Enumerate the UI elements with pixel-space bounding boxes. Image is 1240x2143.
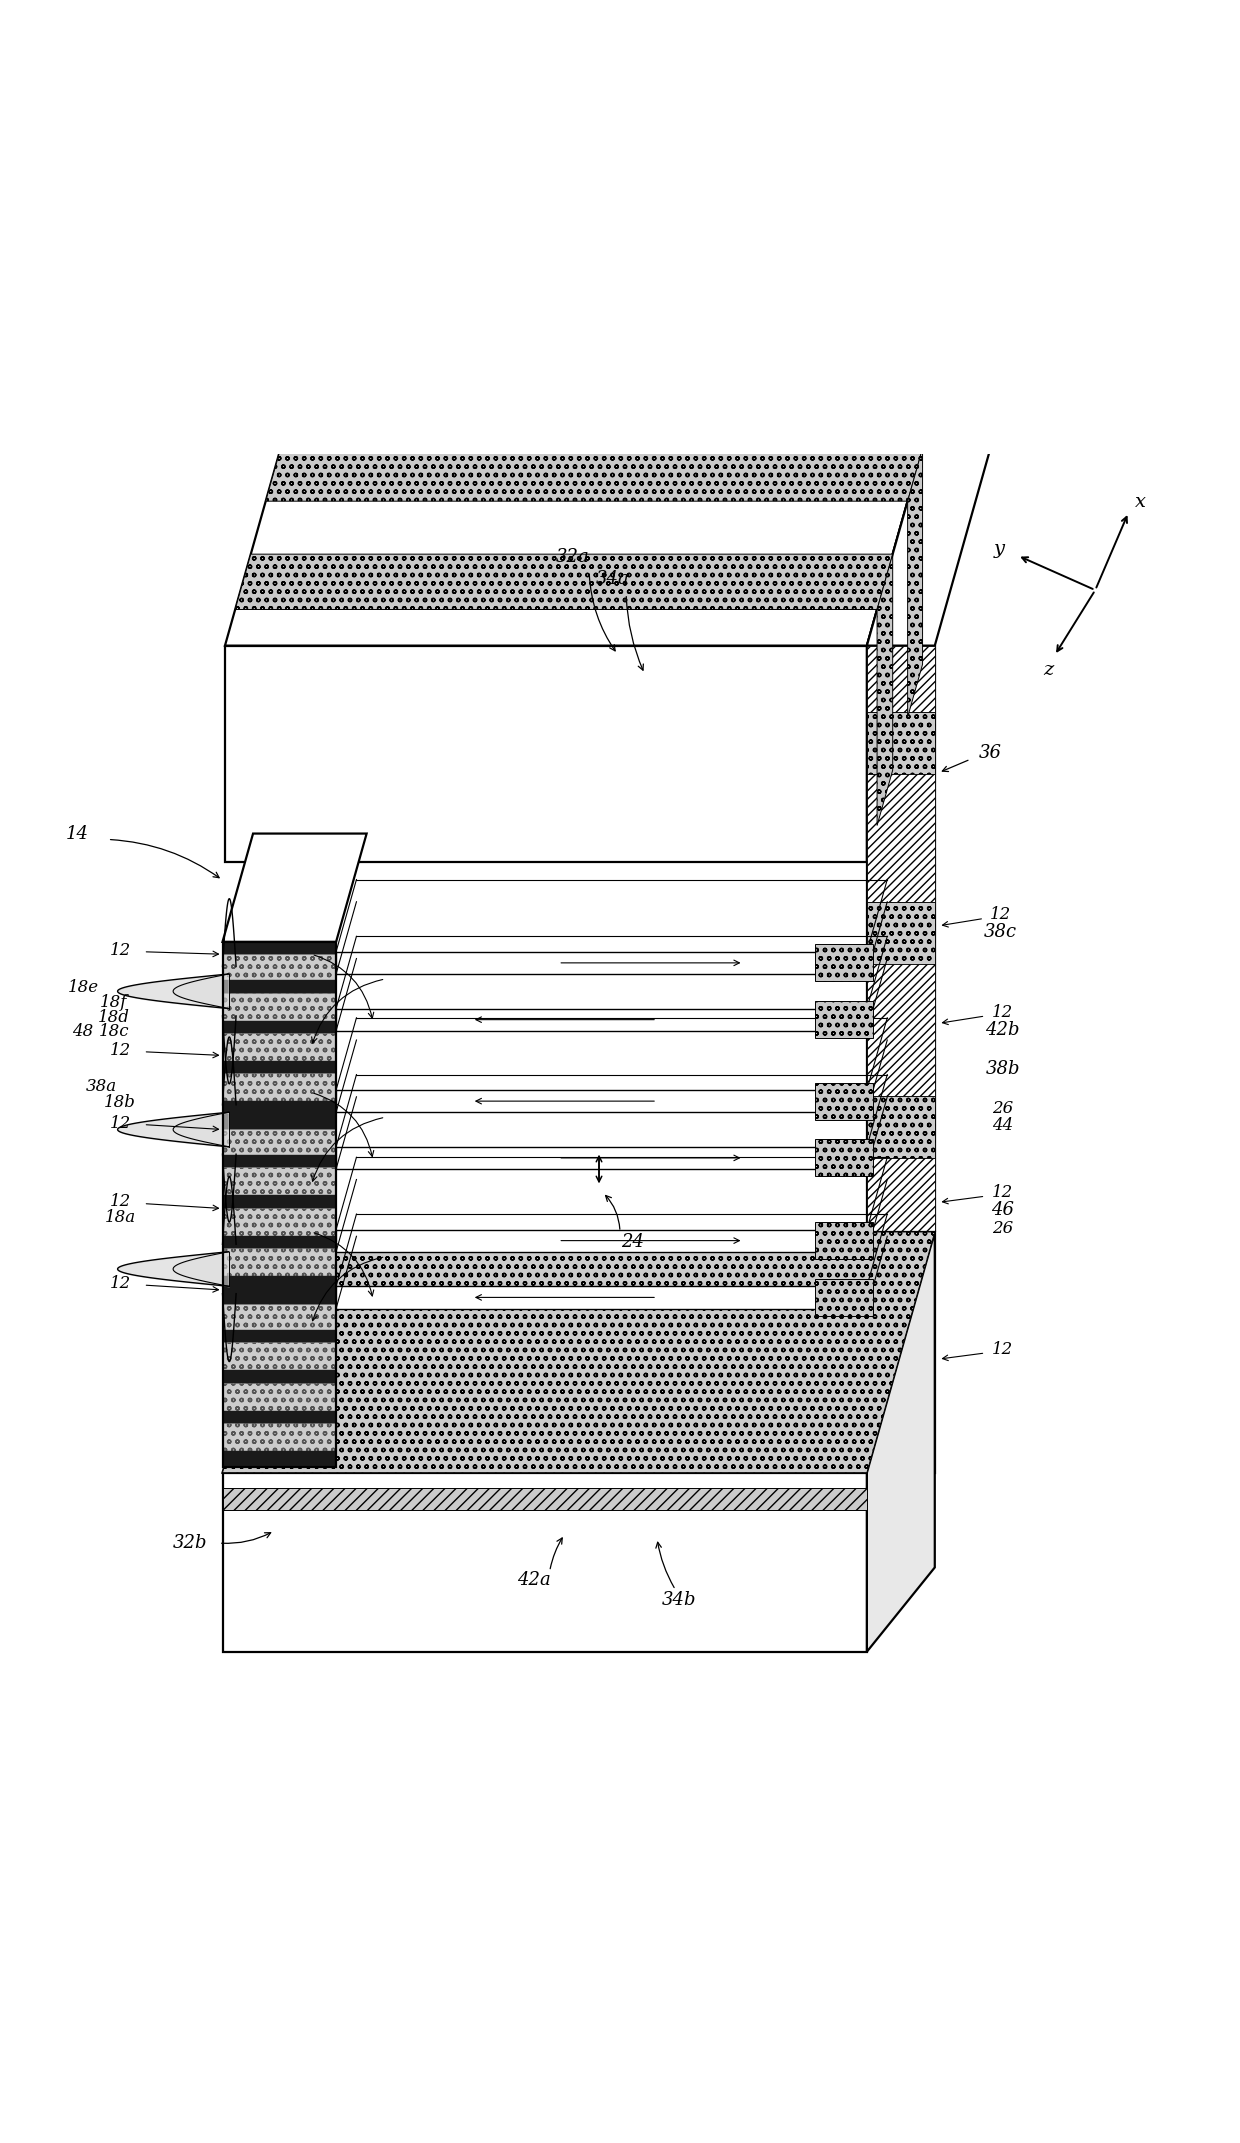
Polygon shape xyxy=(222,1237,336,1247)
Text: 18d: 18d xyxy=(98,1009,130,1026)
Text: 42b: 42b xyxy=(986,1020,1021,1039)
Polygon shape xyxy=(336,1147,867,1170)
Polygon shape xyxy=(867,964,935,1097)
Polygon shape xyxy=(867,1286,935,1348)
Polygon shape xyxy=(222,1472,867,1652)
Text: 24: 24 xyxy=(621,1232,644,1252)
Polygon shape xyxy=(867,774,935,902)
Text: 18c: 18c xyxy=(99,1024,129,1041)
Polygon shape xyxy=(222,954,336,979)
Polygon shape xyxy=(867,711,935,774)
Polygon shape xyxy=(867,645,935,711)
Text: 12: 12 xyxy=(109,1194,130,1209)
Polygon shape xyxy=(815,1140,873,1177)
Polygon shape xyxy=(815,945,873,981)
Polygon shape xyxy=(222,1074,336,1102)
Polygon shape xyxy=(867,405,935,861)
Polygon shape xyxy=(222,1342,336,1369)
Polygon shape xyxy=(222,1129,336,1155)
Text: z: z xyxy=(1043,662,1054,679)
Text: 48: 48 xyxy=(72,1024,94,1041)
Polygon shape xyxy=(222,1020,336,1033)
Polygon shape xyxy=(222,1247,336,1275)
Text: 12: 12 xyxy=(109,1114,130,1132)
Polygon shape xyxy=(222,1155,336,1168)
Polygon shape xyxy=(908,448,923,718)
Polygon shape xyxy=(222,1033,336,1061)
Text: 12: 12 xyxy=(109,1275,130,1292)
Polygon shape xyxy=(224,645,867,861)
Text: 34a: 34a xyxy=(595,570,630,587)
Polygon shape xyxy=(867,645,935,1472)
Polygon shape xyxy=(336,951,867,973)
Polygon shape xyxy=(222,1232,935,1472)
Polygon shape xyxy=(222,992,336,1020)
Polygon shape xyxy=(222,1168,336,1196)
Polygon shape xyxy=(222,1232,935,1472)
Polygon shape xyxy=(222,1331,336,1342)
Polygon shape xyxy=(222,1102,336,1117)
Polygon shape xyxy=(867,1232,935,1652)
Text: 18e: 18e xyxy=(67,979,98,996)
Polygon shape xyxy=(867,902,935,964)
Polygon shape xyxy=(222,1487,867,1509)
Text: 26: 26 xyxy=(992,1219,1013,1237)
Text: 12: 12 xyxy=(990,906,1011,924)
Polygon shape xyxy=(815,1001,873,1037)
Text: 18f: 18f xyxy=(100,994,128,1011)
Polygon shape xyxy=(222,1423,336,1451)
Text: 12: 12 xyxy=(992,1003,1013,1020)
Polygon shape xyxy=(867,1159,935,1286)
Polygon shape xyxy=(236,555,893,609)
Polygon shape xyxy=(336,1230,867,1252)
Polygon shape xyxy=(222,979,336,992)
Text: 32a: 32a xyxy=(557,549,590,566)
Polygon shape xyxy=(867,405,1003,645)
Text: 14: 14 xyxy=(66,825,88,844)
Text: 12: 12 xyxy=(109,1041,130,1059)
Polygon shape xyxy=(222,1369,336,1382)
Polygon shape xyxy=(222,1451,336,1466)
Polygon shape xyxy=(222,1275,336,1292)
Polygon shape xyxy=(222,1410,336,1423)
Text: 38c: 38c xyxy=(983,924,1017,941)
Text: 32b: 32b xyxy=(174,1534,207,1552)
Polygon shape xyxy=(222,1303,336,1331)
Polygon shape xyxy=(336,1091,867,1112)
Polygon shape xyxy=(222,943,336,954)
Text: y: y xyxy=(993,540,1004,559)
Polygon shape xyxy=(222,1196,336,1209)
Polygon shape xyxy=(265,448,923,501)
Text: 42a: 42a xyxy=(517,1571,551,1590)
Text: 38b: 38b xyxy=(986,1061,1021,1078)
Text: 44: 44 xyxy=(992,1117,1013,1134)
Polygon shape xyxy=(815,1082,873,1119)
Polygon shape xyxy=(224,405,935,645)
Polygon shape xyxy=(336,1286,867,1309)
Polygon shape xyxy=(222,1292,336,1303)
Polygon shape xyxy=(222,1209,336,1237)
Text: 18a: 18a xyxy=(104,1209,135,1226)
Polygon shape xyxy=(815,1222,873,1260)
Text: 46: 46 xyxy=(991,1200,1014,1219)
Text: 38a: 38a xyxy=(86,1078,117,1095)
Text: 36: 36 xyxy=(978,744,1002,763)
Polygon shape xyxy=(222,1117,336,1129)
Text: 18b: 18b xyxy=(104,1093,136,1110)
Text: 34b: 34b xyxy=(662,1590,697,1609)
Text: x: x xyxy=(1136,493,1147,512)
Text: 12: 12 xyxy=(992,1183,1013,1200)
Polygon shape xyxy=(867,1097,935,1159)
Polygon shape xyxy=(867,1348,935,1472)
Polygon shape xyxy=(222,834,367,943)
Polygon shape xyxy=(336,1009,867,1031)
Polygon shape xyxy=(815,1279,873,1316)
Polygon shape xyxy=(877,555,893,825)
Polygon shape xyxy=(222,1061,336,1074)
Text: 26: 26 xyxy=(992,1099,1013,1117)
Text: 12: 12 xyxy=(992,1342,1013,1359)
Text: 12: 12 xyxy=(109,943,130,960)
Polygon shape xyxy=(222,1382,336,1410)
